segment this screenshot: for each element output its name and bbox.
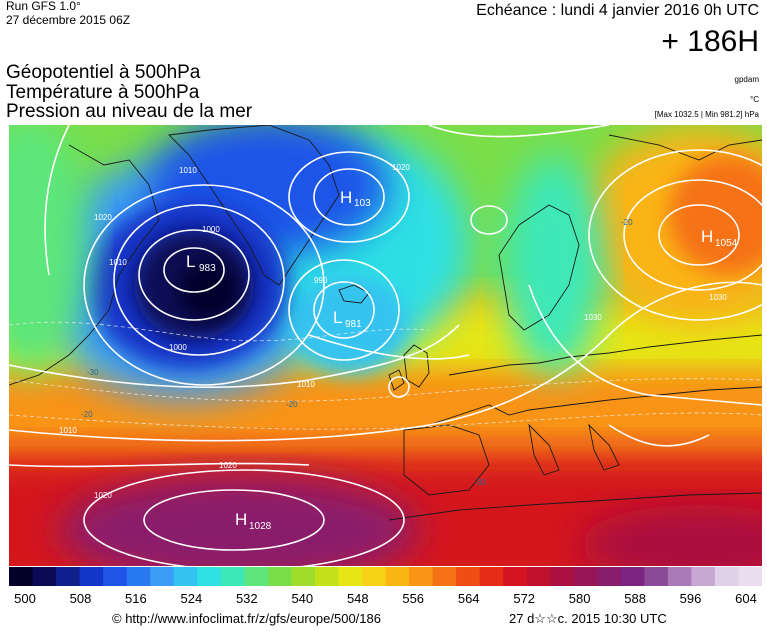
map-canvas: L 983 L 981 H 103 H 1054 H 1028 1010 102… (9, 125, 762, 566)
isobar-label: 1010 (109, 258, 127, 267)
color-scale-tick-label: 524 (181, 591, 203, 606)
color-scale-swatch (409, 567, 434, 586)
color-scale-swatch (291, 567, 316, 586)
unit-celsius: °C (750, 95, 759, 104)
isobars (9, 125, 762, 566)
color-scale-svg (9, 567, 763, 586)
color-scale-ticks-svg: 500 508 516 524 532 540 548 556 564 572 580 588 596 6… (14, 591, 757, 606)
color-scale-swatch (573, 567, 598, 586)
color-scale-tick-label: 516 (125, 591, 147, 606)
color-scale-swatch (32, 567, 57, 586)
high-center-value: 103 (354, 198, 371, 209)
forecast-hour: + 186H (661, 25, 759, 58)
title-temperature: Température à 500hPa (6, 82, 200, 103)
temp-label: -30 (474, 478, 486, 487)
color-scale-tick-label: 564 (458, 591, 480, 606)
temp-label: -20 (286, 400, 298, 409)
color-scale-tick-label: 604 (735, 591, 757, 606)
isobar-label: 1010 (297, 380, 315, 389)
isobar-label: 1020 (219, 461, 237, 470)
color-scale-swatch (479, 567, 504, 586)
isobar-labels: 1010 1020 1000 990 1010 1000 1010 1020 1… (59, 163, 727, 500)
color-scale-swatch (456, 567, 481, 586)
color-scale-swatch (267, 567, 292, 586)
color-scale-swatch (503, 567, 528, 586)
color-scale-swatch (714, 567, 739, 586)
high-center-label: H (701, 227, 713, 246)
color-scale-swatch (126, 567, 151, 586)
color-scale-ticks: 500 508 516 524 532 540 548 556 564 572 580 588 596 6… (9, 590, 762, 606)
low-center-value: 981 (345, 319, 362, 330)
color-scale-swatch (526, 567, 551, 586)
color-scale-swatch (620, 567, 645, 586)
temp-label: -20 (81, 410, 93, 419)
color-scale-swatch (103, 567, 128, 586)
unit-gpdam: gpdam (734, 75, 759, 84)
isobar-label: 990 (314, 276, 328, 285)
isobar-label: 1030 (584, 313, 602, 322)
color-scale-tick-label: 532 (236, 591, 258, 606)
temperature-isotherms (9, 321, 762, 430)
color-scale-swatch (338, 567, 363, 586)
color-scale-tick-label: 596 (680, 591, 702, 606)
temp-label: -20 (621, 218, 633, 227)
footer: © http://www.infoclimat.fr/z/gfs/europe/… (0, 611, 767, 629)
color-scale-swatch (150, 567, 175, 586)
color-scale-swatch (667, 567, 692, 586)
color-scale-tick-label: 548 (347, 591, 369, 606)
temperature-labels: -30 -20 -20 -20 -30 (81, 218, 633, 487)
isobar-label: 1030 (709, 293, 727, 302)
color-scale-swatch (220, 567, 245, 586)
color-scale-swatch (244, 567, 269, 586)
isobar-label: 1010 (179, 166, 197, 175)
color-scale-swatch (738, 567, 763, 586)
color-scale (9, 567, 763, 586)
weather-map: L 983 L 981 H 103 H 1054 H 1028 1010 102… (9, 125, 762, 566)
isobar-label: 1000 (169, 343, 187, 352)
color-scale-tick-label: 580 (569, 591, 591, 606)
color-scale-swatch (644, 567, 669, 586)
isobar-label: 1020 (392, 163, 410, 172)
source-url[interactable]: © http://www.infoclimat.fr/z/gfs/europe/… (112, 611, 381, 626)
color-scale-tick-label: 556 (402, 591, 424, 606)
color-scale-swatch (197, 567, 222, 586)
low-center-label: L (333, 308, 342, 327)
temp-label: -30 (87, 368, 99, 377)
isobar-label: 1000 (202, 225, 220, 234)
color-scale-swatch (9, 567, 34, 586)
color-scale-tick-label: 540 (291, 591, 313, 606)
color-scale-swatch (56, 567, 81, 586)
isobar-label: 1020 (94, 213, 112, 222)
generated-timestamp: 27 d☆☆c. 2015 10:30 UTC (509, 611, 667, 626)
color-scale-tick-label: 508 (70, 591, 92, 606)
forecast-valid-time: Echéance : lundi 4 janvier 2016 0h UTC (476, 2, 759, 19)
color-scale-swatch (691, 567, 716, 586)
pressure-range: [Max 1032.5 | Min 981.2] hPa (654, 110, 759, 119)
low-center-value: 983 (199, 263, 216, 274)
high-center-value: 1028 (249, 521, 272, 532)
color-scale-swatch (314, 567, 339, 586)
run-label: Run GFS 1.0° (6, 0, 81, 13)
color-scale-tick-label: 588 (624, 591, 646, 606)
color-scale-swatch (597, 567, 622, 586)
color-scale-swatch (361, 567, 386, 586)
color-scale-tick-label: 500 (14, 591, 36, 606)
title-geopotential: Géopotentiel à 500hPa (6, 62, 201, 83)
color-scale-swatch (432, 567, 457, 586)
title-pressure: Pression au niveau de la mer (6, 101, 253, 122)
color-scale-swatch (79, 567, 104, 586)
isobar-label: 1010 (59, 426, 77, 435)
color-scale-swatch (385, 567, 410, 586)
run-date: 27 décembre 2015 06Z (6, 13, 131, 27)
pressure-centers: L 983 L 981 H 103 H 1054 H 1028 (186, 188, 738, 532)
high-center-value: 1054 (715, 238, 738, 249)
color-scale-swatch (173, 567, 198, 586)
color-scale-swatch (550, 567, 575, 586)
high-center-label: H (340, 188, 352, 207)
isobar-label: 1020 (94, 491, 112, 500)
high-center-label: H (235, 510, 247, 529)
color-scale-tick-label: 572 (513, 591, 535, 606)
low-center-label: L (186, 252, 195, 271)
